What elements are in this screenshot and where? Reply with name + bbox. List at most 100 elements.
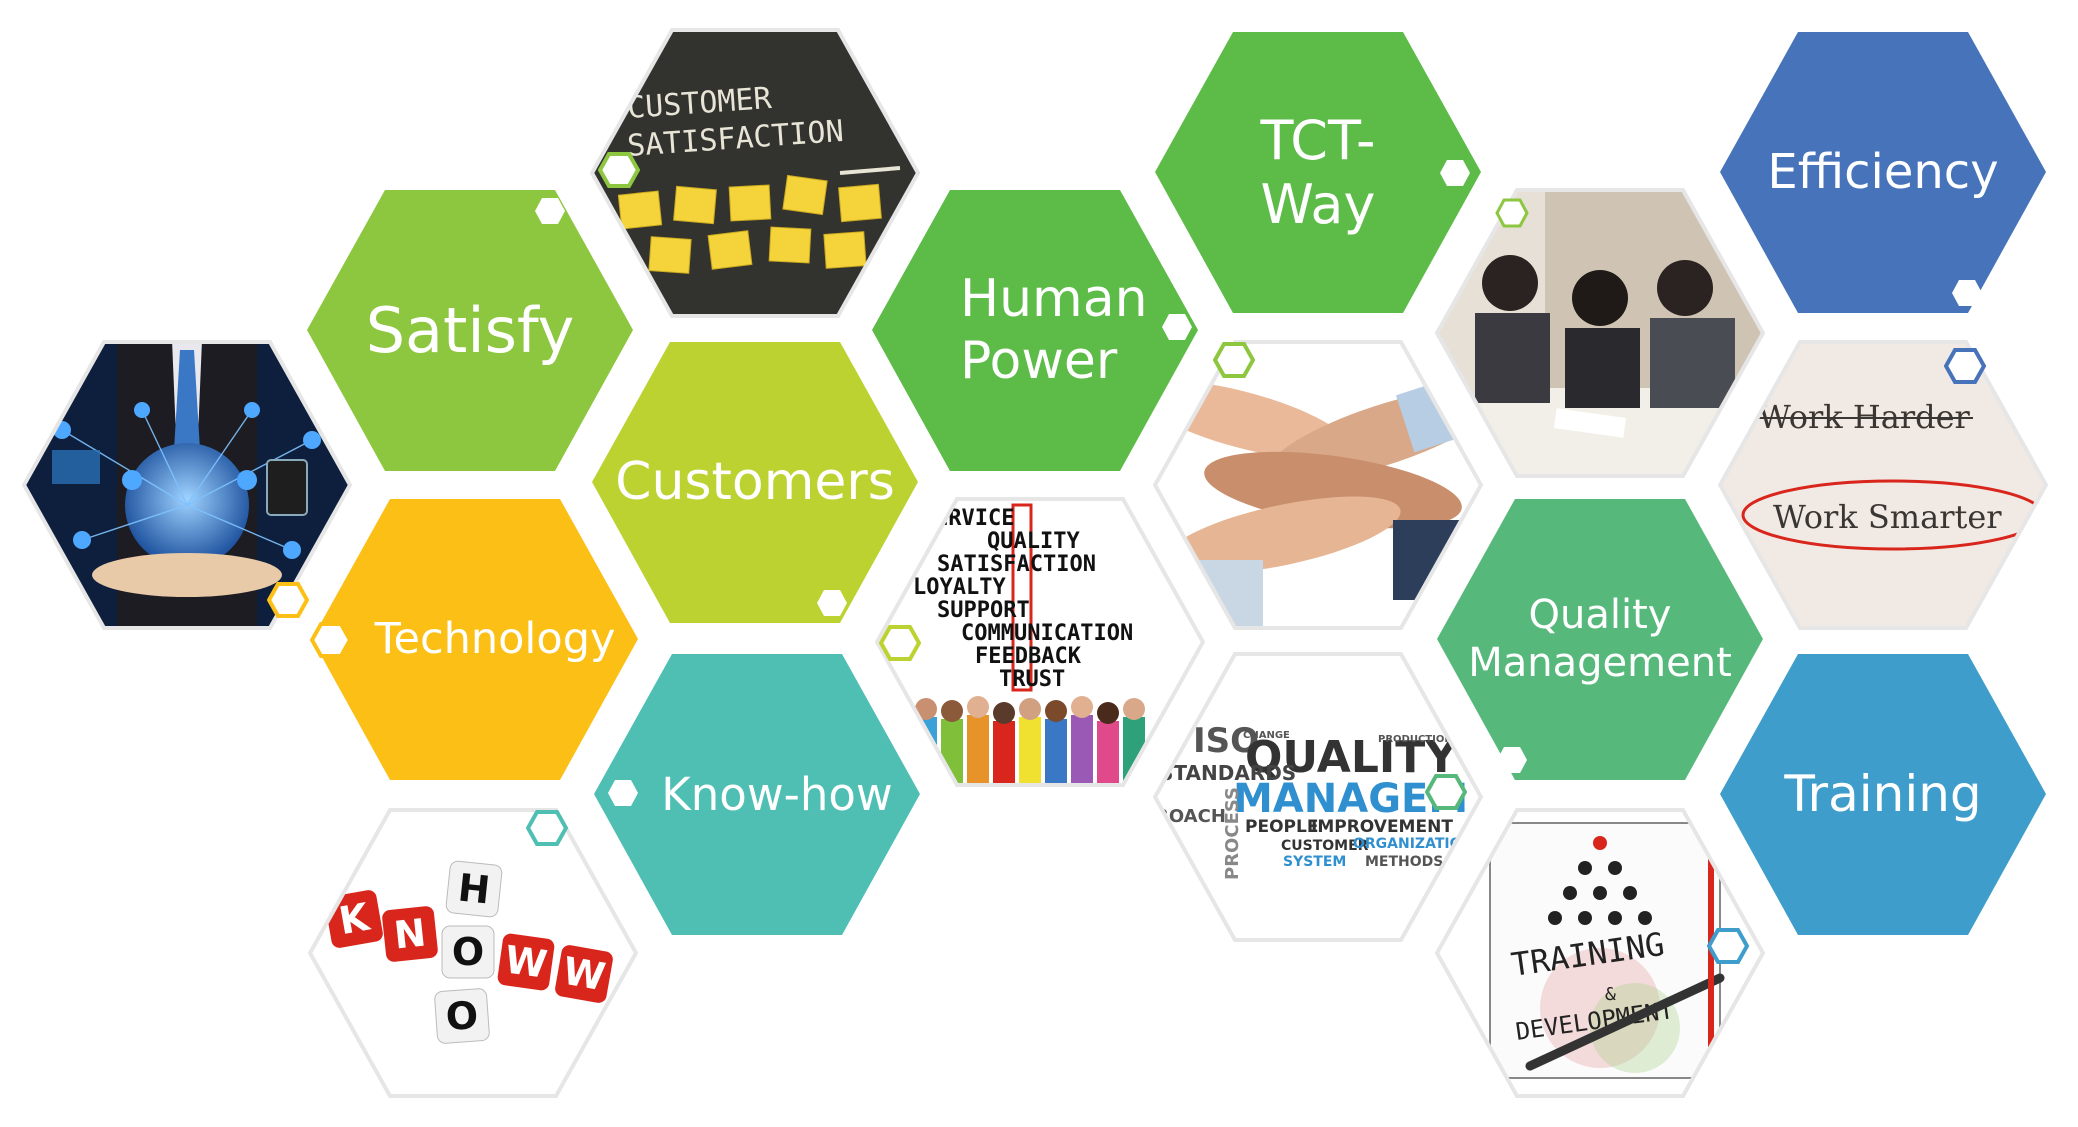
hex-customers-shape (592, 342, 918, 623)
hex-tct-way-label-line: Way (1260, 172, 1376, 236)
image-hex-work-smarter: Work Harder Work Smarter (1718, 340, 2048, 630)
block-letter-w2: W (560, 949, 609, 1000)
image-hex-team-meeting (1435, 188, 1765, 478)
hex-human-power: Human Power (870, 188, 1200, 473)
hex-human-power-shape (872, 190, 1198, 471)
image-hex-quality-word-cloud: ISO QUALITY MANAGEM STANDARDS PROCESS PE… (1153, 652, 1483, 942)
hex-tct-way-shape (1155, 32, 1481, 313)
cloud-word-people: PEOPLE (1245, 817, 1318, 837)
block-letter-n: N (392, 910, 428, 957)
hex-customers-label: Customers (615, 451, 895, 512)
chalkboard-image: CUSTOMER SATISFACTION (590, 28, 920, 318)
hexagon-badge-icon (598, 152, 640, 188)
hexagon-badge-icon (1707, 928, 1749, 964)
hexagon-badge-icon (879, 625, 921, 661)
hex-training-label: Training (1784, 765, 1982, 823)
image-hex-teamwork-hands (1153, 340, 1483, 630)
block-letter-h: H (456, 865, 492, 912)
hex-satisfy: Satisfy (305, 188, 635, 473)
team-meeting-image (1435, 188, 1765, 478)
hex-human-power-label-line: Human (960, 269, 1148, 330)
hexagon-badge-icon (1213, 342, 1255, 378)
hex-quality-management-label-lines: Quality Management (1468, 592, 1732, 686)
cloud-word-process: PROCESS (1222, 787, 1243, 880)
know-how-blocks-image: K N O W H O W (308, 808, 638, 1098)
hexagon-badge-icon (1495, 198, 1529, 228)
image-hex-know-how-blocks: K N O W H O W (308, 808, 638, 1098)
hex-tct-way-label-lines: TCT- Way (1260, 109, 1375, 236)
hex-customers: Customers (590, 340, 920, 625)
hex-quality-management-label-line: Management (1468, 639, 1732, 686)
crossword-word-4: LOYALTY (913, 575, 1006, 600)
hex-quality-management-label: Quality Management (1435, 497, 1765, 782)
cloud-word-iso: ISO (1193, 721, 1259, 761)
hex-know-how-shape (594, 654, 920, 935)
hex-know-how: Know-how (592, 652, 922, 937)
quality-word-cloud-image: ISO QUALITY MANAGEM STANDARDS PROCESS PE… (1153, 652, 1483, 942)
hex-quality-management-shape (1437, 499, 1763, 780)
hexagon-badge-icon (267, 582, 309, 618)
hex-quality-management-label-line: Quality (1528, 592, 1672, 639)
cloud-word-improvement: IMPROVEMENT (1311, 817, 1453, 837)
hexagon-badge-icon (817, 590, 847, 616)
training-notebook-image: TRAINING & DEVELOPMENT (1435, 808, 1765, 1098)
hex-tct-way-label: TCT- Way (1153, 30, 1483, 315)
cloud-word-roach: ROACH (1155, 806, 1226, 827)
cloud-word-standards: STANDARDS (1159, 761, 1296, 785)
hex-quality-management: Quality Management (1435, 497, 1765, 782)
crossword-word-5: SUPPORT (937, 598, 1030, 623)
cloud-word-methods: METHODS (1365, 854, 1443, 870)
hex-efficiency: Efficiency (1718, 30, 2048, 315)
business-globe-image (22, 340, 352, 630)
hexagon-badge-icon (1440, 160, 1470, 186)
hex-human-power-label: Human Power (870, 188, 1200, 473)
hex-training-shape (1720, 654, 2046, 935)
paper-text-work-smarter: Work Smarter (1773, 498, 2002, 536)
work-smarter-image: Work Harder Work Smarter (1718, 340, 2048, 630)
cloud-word-organization: ORGANIZATION (1353, 836, 1473, 852)
hex-know-how-label: Know-how (661, 767, 893, 821)
hexagon-badge-icon (608, 780, 638, 806)
hex-training: Training (1718, 652, 2048, 937)
hexagon-badge-icon (1162, 314, 1192, 340)
hex-efficiency-shape (1720, 32, 2046, 313)
image-hex-service-crossword: ERVICE QUALITY SATISFACTION LOYALTY SUPP… (875, 497, 1205, 787)
image-hex-training-development: TRAINING & DEVELOPMENT (1435, 808, 1765, 1098)
hex-satisfy-shape (307, 190, 633, 471)
hex-tct-way-label-line: TCT- (1260, 108, 1376, 172)
hex-technology-label: Technology (374, 614, 616, 665)
hexagon-badge-icon (1944, 348, 1986, 384)
hex-efficiency-label: Efficiency (1767, 144, 1999, 201)
hex-technology-shape (312, 499, 638, 780)
hexagon-badge-icon (1425, 774, 1467, 810)
hex-tct-way: TCT- Way (1153, 30, 1483, 315)
crossword-word-3: SATISFACTION (937, 552, 1096, 577)
cloud-word-quality: QUALITY (1245, 732, 1458, 783)
crossword-word-7: FEEDBACK (975, 644, 1082, 669)
hexagon-badge-icon (526, 810, 568, 846)
notebook-text-ampersand: & (1605, 984, 1616, 1005)
hex-human-power-label-lines: Human Power (960, 269, 1148, 392)
cloud-word-customer: CUSTOMER (1281, 838, 1369, 854)
hexagon-badge-icon (1952, 280, 1982, 306)
crossword-image: ERVICE QUALITY SATISFACTION LOYALTY SUPP… (875, 497, 1205, 787)
block-letter-w: W (502, 937, 550, 986)
cloud-word-production: PRODUCTION (1378, 734, 1453, 745)
hexagon-badge-icon (535, 198, 565, 224)
block-letter-o: O (452, 930, 484, 974)
cloud-word-system: SYSTEM (1283, 854, 1346, 870)
block-letter-o2: O (444, 993, 479, 1039)
crossword-word-2: QUALITY (987, 529, 1080, 554)
hexagon-badge-icon (310, 622, 352, 658)
hex-human-power-label-line: Power (960, 330, 1118, 391)
image-hex-business-globe (22, 340, 352, 630)
image-hex-customer-satisfaction: CUSTOMER SATISFACTION (590, 28, 920, 318)
hex-technology: Technology (310, 497, 640, 782)
hexagon-badge-icon (1497, 747, 1527, 773)
crossword-word-8: TRUST (999, 667, 1065, 692)
hex-satisfy-label: Satisfy (365, 293, 575, 367)
crossword-word-6: COMMUNICATION (961, 621, 1133, 646)
hands-together-image (1153, 340, 1483, 630)
cloud-word-change: CHANGE (1243, 730, 1290, 741)
